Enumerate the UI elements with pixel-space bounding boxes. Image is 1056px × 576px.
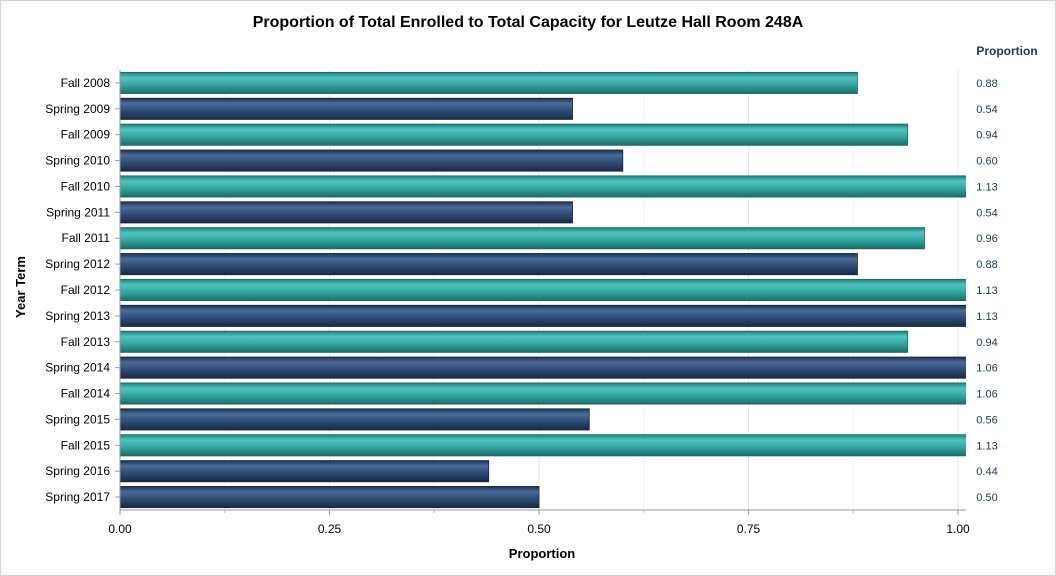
value-label: 1.13: [976, 311, 997, 323]
category-label: Fall 2008: [61, 76, 111, 90]
chart-title: Proportion of Total Enrolled to Total Ca…: [253, 14, 804, 31]
value-label: 0.44: [976, 466, 997, 478]
category-label: Fall 2012: [61, 283, 111, 297]
bars: [120, 71, 966, 509]
x-tick-label: 1.00: [946, 522, 970, 536]
value-label: 1.13: [976, 181, 997, 193]
value-label: 0.54: [976, 104, 997, 116]
category-label: Spring 2013: [45, 309, 110, 323]
category-label: Spring 2016: [45, 464, 110, 478]
category-label: Fall 2015: [61, 438, 111, 452]
bar: [120, 71, 858, 94]
value-column-header: Proportion: [976, 44, 1037, 58]
x-tick-label: 0.00: [108, 522, 132, 536]
value-label: 1.06: [976, 363, 997, 375]
bar: [120, 382, 966, 405]
y-axis-title: Year Term: [13, 256, 28, 318]
bar: [120, 434, 966, 457]
value-label: 0.60: [976, 156, 997, 168]
category-label: Spring 2014: [45, 361, 110, 375]
value-label: 0.56: [976, 414, 997, 426]
bar: [120, 227, 925, 250]
value-labels: 0.88 0.54 0.94 0.60 1.13 0.54 0.96 0.88 1.13 1.13…: [976, 78, 997, 504]
value-label: 0.94: [976, 130, 997, 142]
category-label: Spring 2015: [45, 412, 110, 426]
x-tick-label: 0.25: [318, 522, 342, 536]
category-label: Spring 2010: [45, 154, 110, 168]
category-label: Spring 2011: [46, 205, 110, 219]
category-label: Spring 2009: [45, 102, 110, 116]
category-label: Fall 2014: [61, 387, 111, 401]
bar: [120, 149, 624, 172]
bar: [120, 330, 909, 353]
value-label: 1.06: [976, 389, 997, 401]
x-tick-label: 0.50: [527, 522, 551, 536]
bar: [120, 123, 909, 146]
category-label: Spring 2017: [45, 490, 110, 504]
value-label: 0.94: [976, 337, 997, 349]
x-axis-title: Proportion: [509, 546, 575, 561]
bar: [120, 460, 490, 483]
bar: [120, 304, 966, 327]
bar: [120, 278, 966, 302]
bar: [120, 175, 966, 198]
bar: [120, 356, 966, 379]
category-label: Fall 2013: [61, 335, 111, 349]
value-label: 0.96: [976, 233, 997, 245]
bar: [120, 253, 858, 276]
category-label: Fall 2010: [61, 179, 111, 193]
value-label: 1.13: [976, 285, 997, 297]
value-label: 1.13: [976, 440, 997, 452]
value-label: 0.54: [976, 207, 997, 219]
category-label: Fall 2009: [61, 128, 111, 142]
bar: [120, 486, 540, 509]
bar: [120, 408, 590, 431]
x-tick-label: 0.75: [737, 522, 761, 536]
bar: [120, 201, 573, 224]
value-label: 0.50: [976, 492, 997, 504]
bar: [120, 97, 573, 120]
value-label: 0.88: [976, 78, 997, 90]
category-label: Fall 2011: [62, 231, 111, 245]
category-labels: Fall 2008 Spring 2009 Fall 2009 Spring 2010…: [45, 76, 120, 504]
x-tick-labels: 0.00 0.25 0.50 0.75 1.00: [108, 510, 970, 536]
value-label: 0.88: [976, 259, 997, 271]
category-label: Spring 2012: [45, 257, 110, 271]
